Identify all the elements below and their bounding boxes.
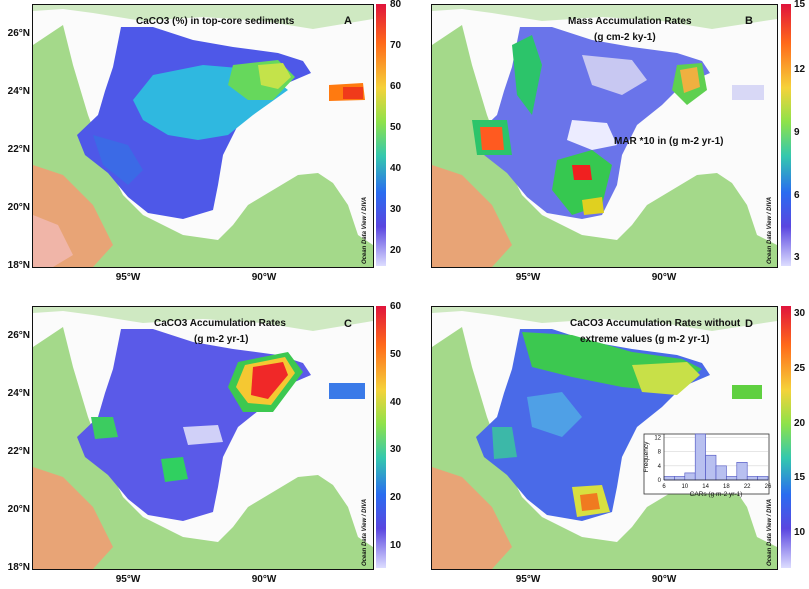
lat-label: 26°N (7, 28, 30, 39)
map-a[interactable] (32, 4, 374, 268)
colorbar-d (781, 306, 791, 568)
hist-x-label: CARs (g m-2 yr-1) (690, 491, 743, 498)
subtitle-c: (g m-2 yr-1) (194, 334, 249, 345)
hist-bar (684, 472, 696, 481)
cbar-tick: 60 (390, 301, 402, 312)
lon-label: 95°W (115, 272, 141, 283)
lon-label: 95°W (515, 272, 541, 283)
lat-label: 24°N (7, 86, 30, 97)
letter-b: B (745, 15, 753, 27)
letter-a: A (344, 15, 352, 27)
cbar-tick: 15 (794, 472, 806, 483)
cbar-tick: 30 (390, 204, 402, 215)
lat-label: 20°N (7, 202, 30, 213)
cbar-tick: 10 (794, 527, 806, 538)
hist-bar (663, 476, 675, 481)
letter-c: C (344, 318, 352, 330)
title-a: CaCO3 (%) in top-core sediments (136, 16, 295, 27)
cbar-tick: 12 (794, 64, 806, 75)
histogram-inset: 6 10 14 18 22 26 0 4 8 12 CARs (g m-2 yr-1) Frequen… (643, 433, 772, 498)
title-d: CaCO3 Accumulation Rates without (570, 318, 741, 329)
lat-label: 22°N (7, 446, 30, 457)
cbar-tick: 50 (390, 122, 402, 133)
hist-bar (736, 462, 748, 481)
hist-bar (674, 476, 686, 481)
lat-label: 24°N (7, 388, 30, 399)
hist-x-tick: 22 (744, 484, 751, 490)
cbar-tick: 20 (794, 418, 806, 429)
land-usa (33, 5, 373, 29)
hist-x-tick: 14 (702, 484, 709, 490)
lon-label: 90°W (651, 574, 677, 585)
credit-d: Ocean Data View / DIVA (767, 498, 773, 566)
cbar-tick: 20 (390, 245, 402, 256)
cbar-tick: 50 (390, 349, 402, 360)
hist-x-tick: 10 (681, 484, 688, 490)
hist-bar (705, 454, 717, 481)
hist-x-tick: 26 (765, 484, 772, 490)
hist-y-tick: 0 (658, 478, 662, 484)
hist-bar (726, 476, 738, 481)
hist-y-tick: 4 (658, 464, 662, 470)
title-b: Mass Accumulation Rates (568, 16, 692, 27)
hist-y-label: Frequency (643, 441, 650, 472)
map-d[interactable] (431, 306, 778, 570)
land-mexico (33, 25, 373, 267)
credit-b: Ocean Data View / DIVA (767, 196, 773, 264)
hist-bar (757, 476, 769, 481)
map-b[interactable] (431, 4, 778, 268)
cbar-tick: 20 (390, 492, 402, 503)
lon-label: 90°W (251, 272, 277, 283)
hist-y-tick: 8 (658, 450, 662, 456)
credit-c: Ocean Data View / DIVA (362, 498, 368, 566)
letter-d: D (745, 318, 753, 330)
lat-label: 22°N (7, 144, 30, 155)
lat-label: 26°N (7, 330, 30, 341)
hist-bar (715, 465, 727, 481)
colorbar-b (781, 4, 791, 266)
credit-a: Ocean Data View / DIVA (362, 196, 368, 264)
cbar-tick: 30 (794, 308, 806, 319)
cbar-tick: 10 (390, 540, 402, 551)
hist-bar (746, 476, 758, 481)
lon-label: 90°W (251, 574, 277, 585)
lon-label: 90°W (651, 272, 677, 283)
subtitle-b: (g cm-2 ky-1) (594, 32, 656, 43)
colorbar-a (376, 4, 386, 266)
cbar-tick: 40 (390, 163, 402, 174)
hist-x-tick: 6 (662, 484, 666, 490)
cbar-tick: 15 (794, 0, 806, 10)
hist-x-tick: 18 (723, 484, 730, 490)
hist-bar (694, 433, 706, 481)
note-b: MAR *10 in (g m-2 yr-1) (614, 136, 724, 147)
subtitle-d: extreme values (g m-2 yr-1) (580, 334, 710, 345)
hist-y-tick: 12 (654, 436, 661, 442)
lat-label: 18°N (7, 562, 30, 573)
map-c[interactable] (32, 306, 374, 570)
lat-label: 18°N (7, 260, 30, 271)
colorbar-c (376, 306, 386, 568)
cbar-tick: 6 (794, 190, 800, 201)
cbar-tick: 80 (390, 0, 402, 10)
cbar-tick: 40 (390, 397, 402, 408)
cbar-tick: 3 (794, 252, 800, 263)
cbar-tick: 60 (390, 81, 402, 92)
cbar-tick: 9 (794, 127, 800, 138)
title-c: CaCO3 Accumulation Rates (154, 318, 286, 329)
lon-label: 95°W (515, 574, 541, 585)
cbar-tick: 30 (390, 444, 402, 455)
lon-label: 95°W (115, 574, 141, 585)
cbar-tick: 70 (390, 40, 402, 51)
cbar-tick: 25 (794, 363, 806, 374)
lat-label: 20°N (7, 504, 30, 515)
